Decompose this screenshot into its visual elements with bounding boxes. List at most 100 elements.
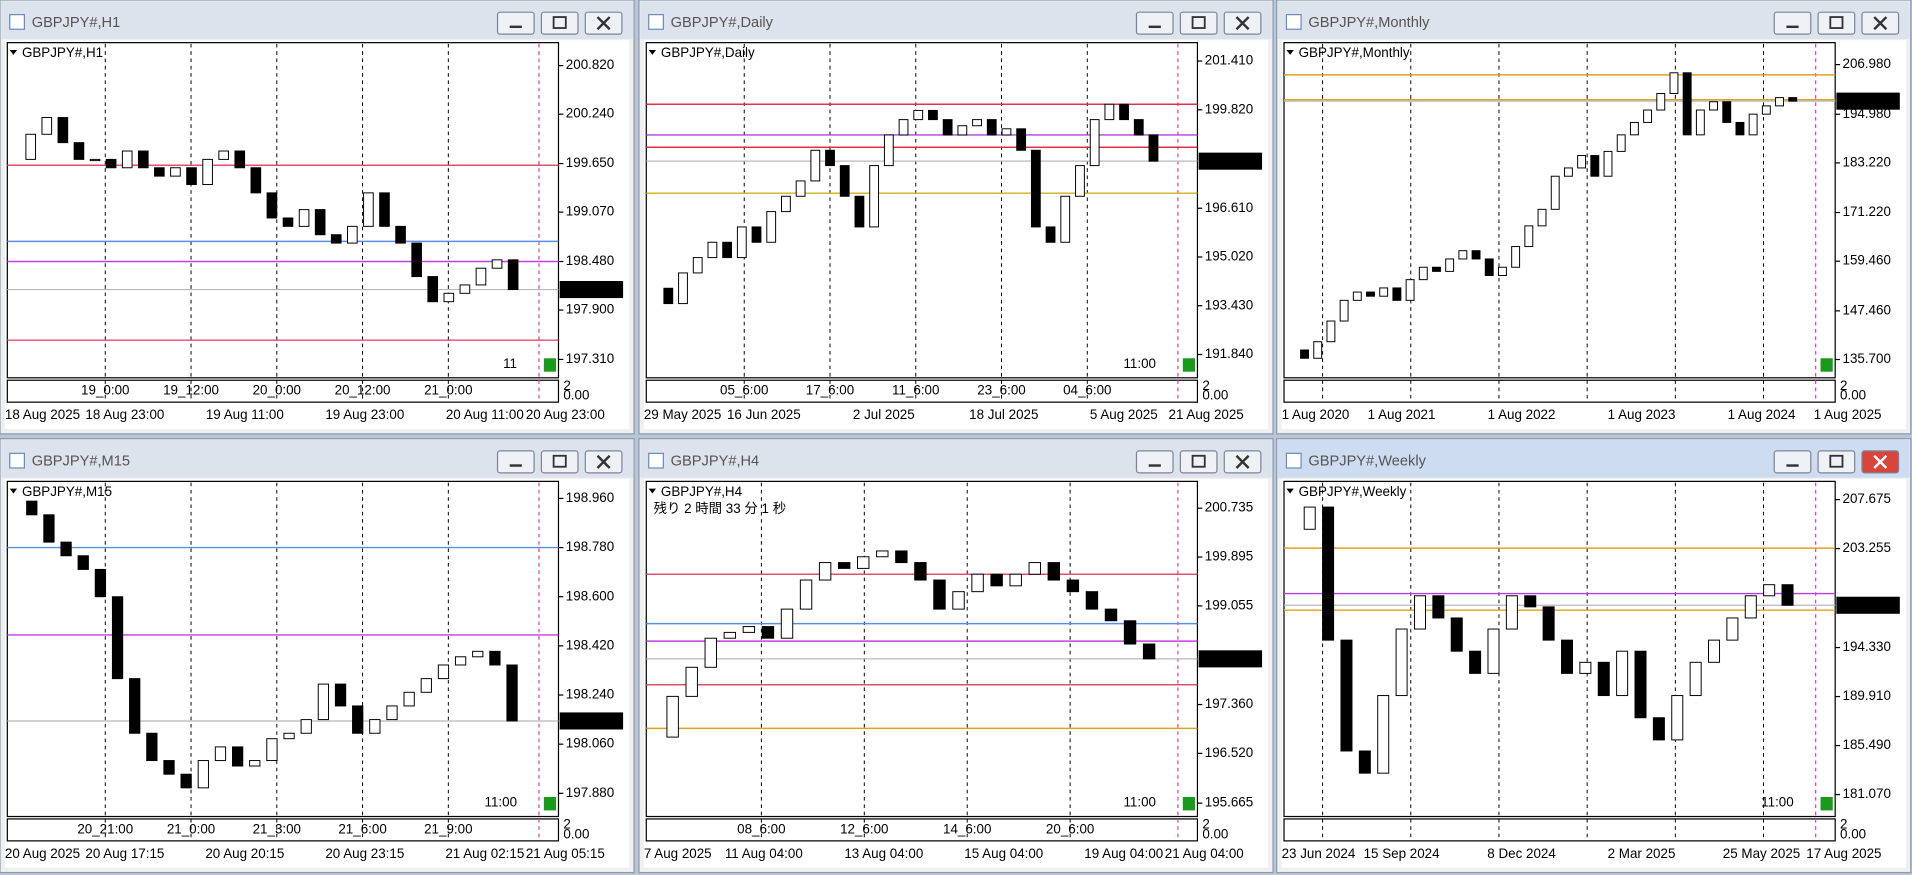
candle bbox=[795, 180, 806, 197]
chart-menu-arrow bbox=[1286, 488, 1294, 494]
chart-window[interactable]: GBPJPY#,Weekly 207.675 203.255 194.330 189.9… bbox=[1276, 438, 1912, 874]
chart-window[interactable]: GBPJPY#,Daily 05_6:00 17_6:00 11_6:00 23_6:0… bbox=[638, 0, 1274, 435]
price-label-box bbox=[1198, 650, 1263, 668]
sub-window bbox=[1283, 379, 1836, 403]
candle bbox=[427, 276, 439, 303]
candle bbox=[1326, 320, 1336, 343]
x-axis-label: 20 Aug 23:00 bbox=[526, 407, 605, 422]
maximize-glyph bbox=[1829, 16, 1844, 29]
maximize-button[interactable] bbox=[1817, 11, 1856, 35]
candle bbox=[1445, 258, 1455, 272]
y-tick-label: 198.420 bbox=[566, 637, 614, 652]
x-axis-label: 1 Aug 2024 bbox=[1728, 407, 1796, 422]
candle bbox=[1497, 266, 1507, 277]
chart-window[interactable]: GBPJPY#,H1 19_0:00 19_12:00 20_0:00 20_12:00… bbox=[0, 0, 635, 435]
candle bbox=[928, 109, 938, 121]
candle bbox=[1722, 101, 1732, 123]
maximize-button[interactable] bbox=[1179, 11, 1218, 35]
minimize-button[interactable] bbox=[1773, 450, 1812, 474]
candle bbox=[1075, 165, 1085, 197]
candle bbox=[1060, 195, 1071, 243]
maximize-button[interactable] bbox=[540, 11, 579, 35]
candle bbox=[883, 134, 894, 167]
minimize-button[interactable] bbox=[1135, 450, 1174, 474]
candle bbox=[73, 142, 85, 160]
chart-window[interactable]: GBPJPY#,Monthly206.980194.980183.220171.… bbox=[1276, 0, 1912, 435]
y-tick-label: 147.460 bbox=[1842, 302, 1890, 317]
candle bbox=[300, 719, 312, 734]
y-tick-label: 200.735 bbox=[1205, 500, 1253, 515]
candle bbox=[1524, 225, 1534, 248]
candle bbox=[249, 760, 261, 767]
sub-scale-label: 0.00 bbox=[1840, 388, 1866, 403]
candle bbox=[1392, 287, 1402, 301]
y-tick-label: 199.070 bbox=[566, 204, 614, 219]
bar-timer: 11:00 bbox=[1123, 795, 1156, 810]
inner-time-label: 08_6:00 bbox=[737, 821, 785, 836]
candle bbox=[163, 760, 175, 775]
candle bbox=[43, 514, 55, 543]
candle bbox=[1550, 175, 1560, 210]
sub-scale-label: 0.00 bbox=[1202, 388, 1228, 403]
candle bbox=[1395, 628, 1408, 697]
close-glyph bbox=[1235, 16, 1250, 31]
price-label: 198.145 bbox=[1840, 597, 1888, 612]
candle bbox=[707, 241, 718, 259]
inner-time-label: 05_6:00 bbox=[720, 383, 768, 398]
x-axis-label: 21 Aug 04:00 bbox=[1165, 846, 1244, 861]
minimize-button[interactable] bbox=[496, 450, 535, 474]
countdown-notice: 残り 2 時間 33 分 1 秒 bbox=[654, 501, 787, 516]
y-tick-label: 194.330 bbox=[1842, 639, 1890, 654]
maximize-glyph bbox=[552, 16, 567, 29]
window-icon bbox=[1285, 452, 1302, 469]
candle bbox=[1735, 121, 1745, 136]
maximize-button[interactable] bbox=[1179, 450, 1218, 474]
x-axis-label: 1 Aug 2022 bbox=[1488, 407, 1556, 422]
candle bbox=[111, 596, 124, 680]
candle bbox=[214, 746, 227, 762]
candle bbox=[952, 591, 965, 610]
maximize-button[interactable] bbox=[1817, 450, 1856, 474]
chart-window[interactable]: GBPJPY#,M15 20_21:00 21_0:00 21_3:00 21_6:00… bbox=[0, 438, 635, 874]
candle bbox=[379, 192, 390, 227]
minimize-button[interactable] bbox=[1135, 11, 1174, 35]
inner-time-label: 17_6:00 bbox=[806, 383, 854, 398]
x-axis-label: 2 Jul 2025 bbox=[853, 407, 915, 422]
candle bbox=[933, 579, 946, 610]
y-tick-label: 199.650 bbox=[566, 155, 614, 170]
candle bbox=[234, 150, 246, 169]
close-glyph bbox=[596, 16, 611, 31]
maximize-button[interactable] bbox=[540, 450, 579, 474]
x-axis-label: 21 Aug 02:15 bbox=[445, 846, 524, 861]
candle bbox=[1142, 643, 1156, 660]
y-tick-label: 183.220 bbox=[1842, 154, 1890, 169]
candle bbox=[57, 117, 69, 144]
candle bbox=[704, 637, 717, 668]
candle bbox=[1016, 128, 1027, 151]
chart-window[interactable]: GBPJPY#,H4 08_6:00 12_6:00 14_6:00 20_6:00 20… bbox=[638, 438, 1274, 874]
candle bbox=[282, 217, 294, 227]
candle bbox=[1300, 349, 1309, 359]
sub-scale-label: 0.00 bbox=[563, 826, 589, 841]
candle bbox=[1708, 639, 1721, 663]
candle bbox=[180, 773, 192, 789]
status-square bbox=[543, 797, 557, 811]
candle bbox=[1458, 250, 1468, 260]
y-tick-label: 200.240 bbox=[566, 106, 614, 121]
candle bbox=[1469, 650, 1482, 674]
candle bbox=[1030, 149, 1041, 228]
minimize-button[interactable] bbox=[496, 11, 535, 35]
candle bbox=[766, 211, 777, 243]
candle bbox=[1643, 109, 1653, 123]
candle bbox=[1313, 341, 1323, 359]
window-title: GBPJPY#,M15 bbox=[32, 454, 130, 470]
sub-window bbox=[6, 818, 560, 842]
minimize-button[interactable] bbox=[1773, 11, 1812, 35]
inner-time-label: 14_6:00 bbox=[943, 821, 991, 836]
candle bbox=[1744, 595, 1757, 619]
x-axis-label: 15 Aug 04:00 bbox=[964, 846, 1043, 861]
x-axis-label: 20 Aug 23:15 bbox=[325, 846, 404, 861]
window-title: GBPJPY#,H1 bbox=[32, 15, 121, 31]
x-axis-label: 8 Dec 2024 bbox=[1487, 846, 1556, 861]
